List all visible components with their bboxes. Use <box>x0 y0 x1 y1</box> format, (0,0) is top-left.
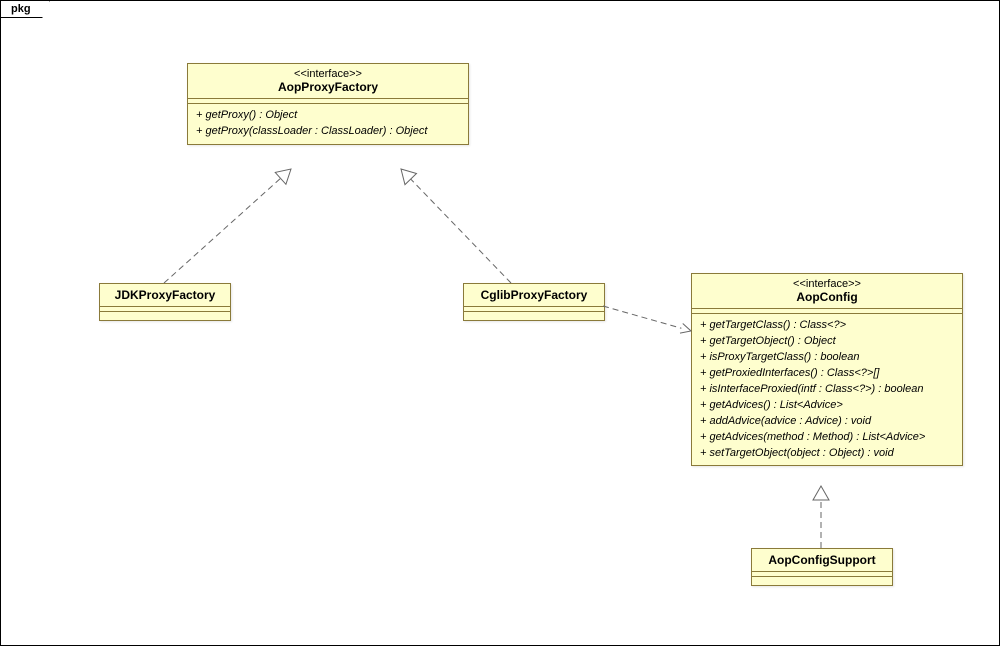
class-jdkproxyfactory: JDKProxyFactory <box>99 283 231 321</box>
method-compartment <box>752 577 892 585</box>
method-line: + getTargetObject() : Object <box>700 334 954 350</box>
realization-arrowhead-icon <box>401 169 416 185</box>
method-compartment: + getProxy() : Object+ getProxy(classLoa… <box>188 104 468 144</box>
method-line: + getProxy(classLoader : ClassLoader) : … <box>196 124 460 140</box>
package-tab: pkg <box>1 1 50 18</box>
realization-arrowhead-icon <box>813 486 829 500</box>
method-line: + addAdvice(advice : Advice) : void <box>700 414 954 430</box>
method-line: + isProxyTargetClass() : boolean <box>700 350 954 366</box>
class-name: AopConfigSupport <box>764 553 880 567</box>
class-aopconfigsupport: AopConfigSupport <box>751 548 893 586</box>
class-name: AopProxyFactory <box>200 80 456 94</box>
method-line: + getProxiedInterfaces() : Class<?>[] <box>700 366 954 382</box>
diagram-canvas: pkg <<interface>> AopProxyFactory + getP… <box>0 0 1000 646</box>
method-line: + getAdvices() : List<Advice> <box>700 398 954 414</box>
method-line: + getTargetClass() : Class<?> <box>700 318 954 334</box>
method-compartment <box>100 312 230 320</box>
method-line: + isInterfaceProxied(intf : Class<?>) : … <box>700 382 954 398</box>
realization-arrowhead-icon <box>275 169 291 184</box>
connector-line <box>164 178 281 283</box>
class-head: AopConfigSupport <box>752 549 892 572</box>
dependency-arrowhead-icon <box>680 323 691 333</box>
method-line: + setTargetObject(object : Object) : voi… <box>700 446 954 462</box>
class-head: JDKProxyFactory <box>100 284 230 307</box>
stereotype: <<interface>> <box>200 68 456 80</box>
class-aopconfig: <<interface>> AopConfig + getTargetClass… <box>691 273 963 466</box>
stereotype: <<interface>> <box>704 278 950 290</box>
package-label: pkg <box>11 3 31 15</box>
connector-line <box>603 306 681 328</box>
class-name: JDKProxyFactory <box>112 288 218 302</box>
method-compartment: + getTargetClass() : Class<?>+ getTarget… <box>692 314 962 465</box>
method-line: + getAdvices(method : Method) : List<Adv… <box>700 430 954 446</box>
method-compartment <box>464 312 604 320</box>
class-aopproxyfactory: <<interface>> AopProxyFactory + getProxy… <box>187 63 469 145</box>
method-line: + getProxy() : Object <box>196 108 460 124</box>
class-cglibproxyfactory: CglibProxyFactory <box>463 283 605 321</box>
class-head: CglibProxyFactory <box>464 284 604 307</box>
class-head: <<interface>> AopProxyFactory <box>188 64 468 99</box>
class-name: AopConfig <box>704 290 950 304</box>
class-name: CglibProxyFactory <box>476 288 592 302</box>
connector-line <box>411 179 511 283</box>
class-head: <<interface>> AopConfig <box>692 274 962 309</box>
